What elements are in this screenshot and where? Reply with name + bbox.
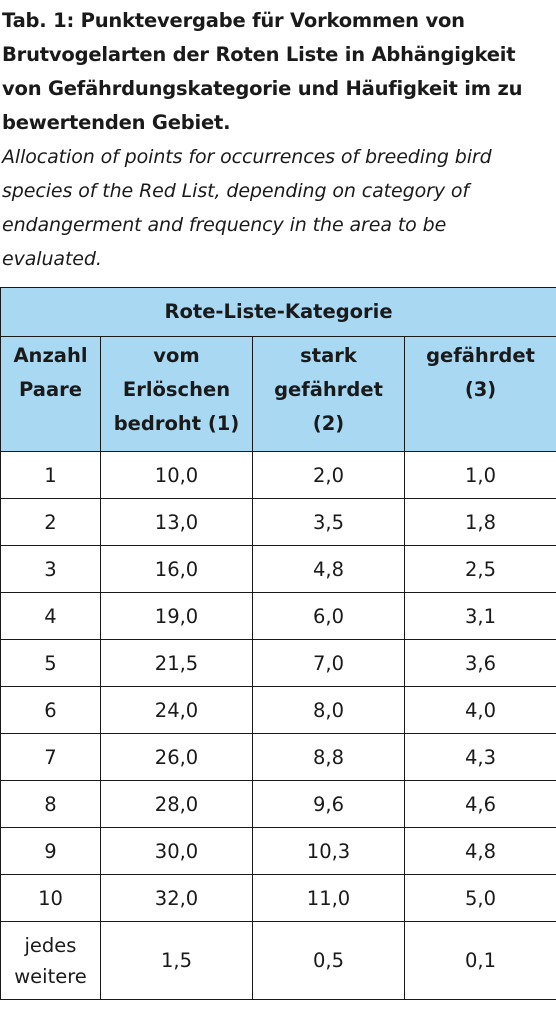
- table-row: 6 24,0 8,0 4,0: [0, 686, 556, 734]
- table-cell: 3: [0, 545, 101, 593]
- table-cell: 4,3: [403, 733, 556, 781]
- table-row: 3 16,0 4,8 2,5: [0, 545, 556, 593]
- table-cell: 2,0: [252, 451, 405, 499]
- table-cell: 10: [0, 874, 101, 922]
- table-cell: 8,0: [252, 686, 405, 734]
- group-header-row: Rote-Liste-Kategorie: [0, 287, 556, 337]
- table-cell: 7,0: [252, 639, 405, 687]
- column-header-cat2: stark gefährdet (2): [252, 336, 405, 452]
- table-row: 5 21,5 7,0 3,6: [0, 639, 556, 687]
- points-table: Rote-Liste-Kategorie Anzahl Paare vom Er…: [0, 287, 556, 1000]
- table-caption: Tab. 1: Punktevergabe für Vorkommen von …: [2, 4, 554, 276]
- table-cell: 2: [0, 498, 101, 546]
- table-row: 10 32,0 11,0 5,0: [0, 874, 556, 922]
- caption-title: Tab. 1: Punktevergabe für Vorkommen von …: [2, 9, 523, 134]
- column-header-cat3: gefährdet (3): [403, 336, 556, 452]
- table-cell: 1: [0, 451, 101, 499]
- table-cell: 4: [0, 592, 101, 640]
- table-cell: 7: [0, 733, 101, 781]
- caption-translation: Allocation of points for occurrences of …: [2, 146, 492, 270]
- table-cell: 0,5: [252, 921, 405, 1000]
- table-cell: 9: [0, 827, 101, 875]
- table-cell: 1,0: [403, 451, 556, 499]
- table-cell: jedes weitere: [0, 921, 101, 1000]
- table-cell: 10,3: [252, 827, 405, 875]
- table-cell: 5,0: [403, 874, 556, 922]
- table-row: 7 26,0 8,8 4,3: [0, 733, 556, 781]
- table-cell: 2,5: [403, 545, 556, 593]
- column-header-cat1: vom Erlöschen bedroht (1): [100, 336, 253, 452]
- table-cell: 4,8: [252, 545, 405, 593]
- table-cell: 26,0: [100, 733, 253, 781]
- table-row: 2 13,0 3,5 1,8: [0, 498, 556, 546]
- table-cell: 32,0: [100, 874, 253, 922]
- column-header-pairs: Anzahl Paare: [0, 336, 101, 452]
- group-header: Rote-Liste-Kategorie: [0, 287, 556, 337]
- table-cell: 0,1: [403, 921, 556, 1000]
- table-row: jedes weitere 1,5 0,5 0,1: [0, 921, 556, 1000]
- table-cell: 3,6: [403, 639, 556, 687]
- table-cell: 16,0: [100, 545, 253, 593]
- table-cell: 1,5: [100, 921, 253, 1000]
- column-header-row: Anzahl Paare vom Erlöschen bedroht (1) s…: [0, 336, 556, 452]
- table-cell: 4,8: [403, 827, 556, 875]
- table-cell: 6,0: [252, 592, 405, 640]
- table-cell: 8: [0, 780, 101, 828]
- table-cell: 4,6: [403, 780, 556, 828]
- table-cell: 3,1: [403, 592, 556, 640]
- table-cell: 9,6: [252, 780, 405, 828]
- table-row: 1 10,0 2,0 1,0: [0, 451, 556, 499]
- table-cell: 4,0: [403, 686, 556, 734]
- table-cell: 13,0: [100, 498, 253, 546]
- table-cell: 3,5: [252, 498, 405, 546]
- table-cell: 30,0: [100, 827, 253, 875]
- table-cell: 11,0: [252, 874, 405, 922]
- table-cell: 6: [0, 686, 101, 734]
- table-body: 1 10,0 2,0 1,0 2 13,0 3,5 1,8 3 16,0 4,8 2,5 4 19,0 6,…: [0, 451, 556, 1000]
- table-row: 9 30,0 10,3 4,8: [0, 827, 556, 875]
- table-row: 4 19,0 6,0 3,1: [0, 592, 556, 640]
- table-cell: 24,0: [100, 686, 253, 734]
- table-row: 8 28,0 9,6 4,6: [0, 780, 556, 828]
- table-cell: 21,5: [100, 639, 253, 687]
- table-cell: 5: [0, 639, 101, 687]
- table-cell: 19,0: [100, 592, 253, 640]
- table-cell: 1,8: [403, 498, 556, 546]
- table-cell: 10,0: [100, 451, 253, 499]
- table-cell: 28,0: [100, 780, 253, 828]
- table-cell: 8,8: [252, 733, 405, 781]
